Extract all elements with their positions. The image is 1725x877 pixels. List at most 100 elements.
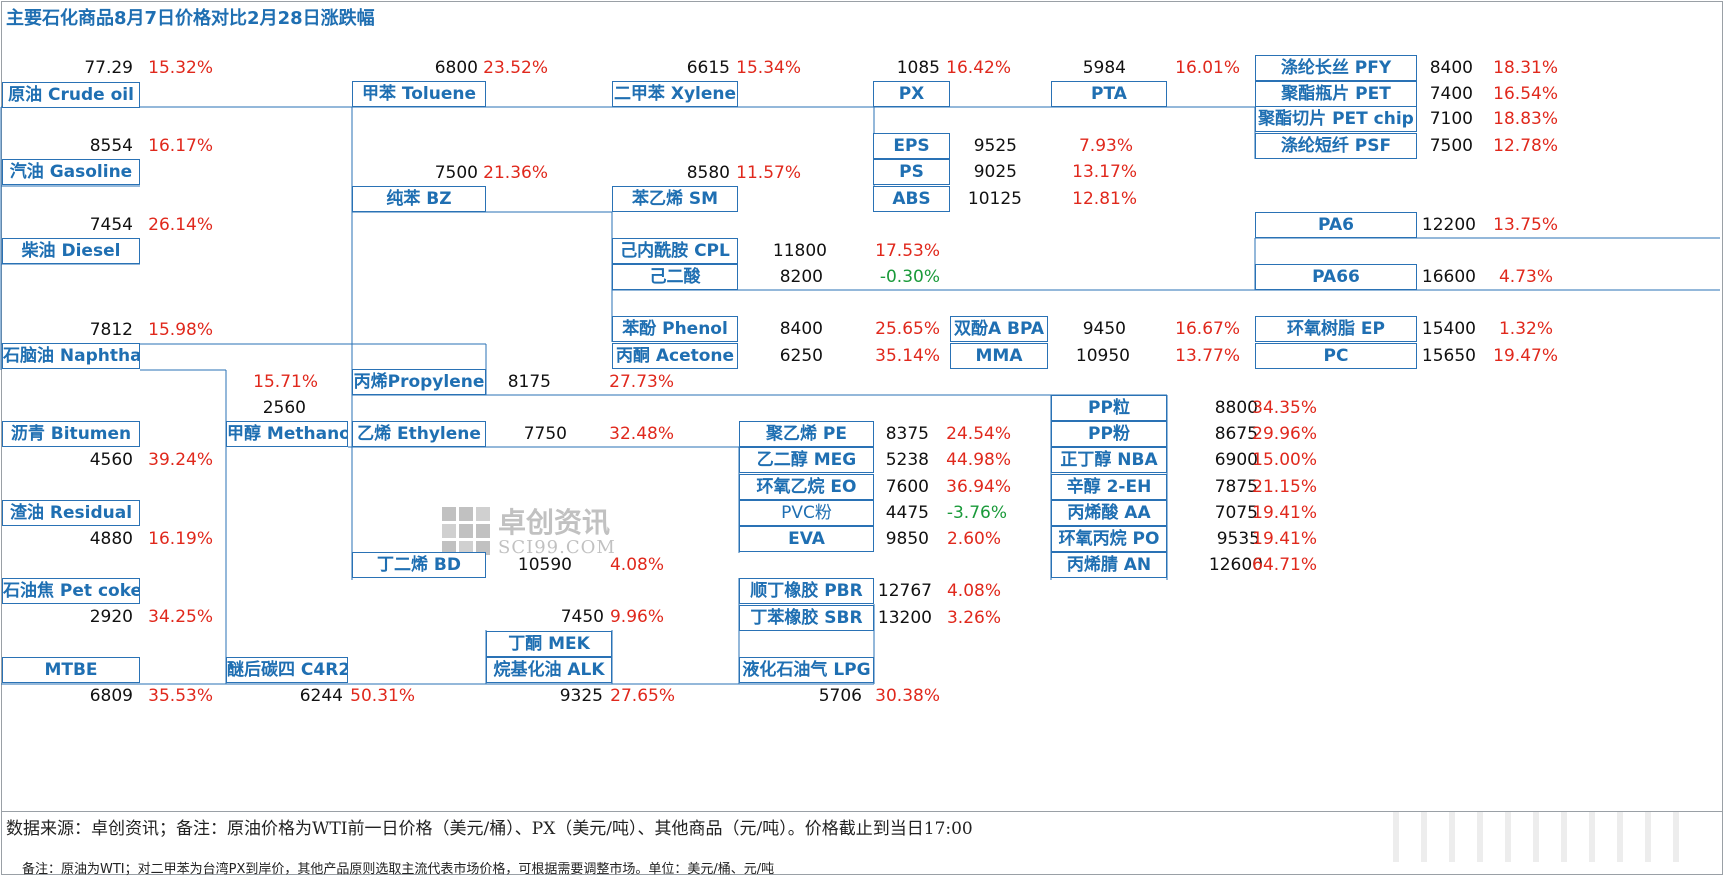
node-pppow: PP粉 bbox=[1051, 421, 1167, 447]
node-propylene: 丙烯Propylene bbox=[352, 369, 486, 395]
watermark-subtext: SCI99.COM bbox=[498, 537, 616, 558]
node-eh-change: 21.15% bbox=[1252, 477, 1317, 497]
footer-divider bbox=[1, 811, 1723, 812]
node-ethylene-price: 7750 bbox=[523, 424, 567, 444]
node-residual-price: 4880 bbox=[89, 529, 133, 549]
node-an-change: 64.71% bbox=[1252, 555, 1317, 575]
node-an-price: 12600 bbox=[1208, 555, 1263, 575]
node-mtbe: MTBE bbox=[2, 657, 140, 683]
node-abs-change: 12.81% bbox=[1072, 189, 1137, 209]
node-bpa-change: 16.67% bbox=[1175, 319, 1240, 339]
watermark-text: 卓创资讯 bbox=[498, 506, 611, 539]
node-nba-change: 15.00% bbox=[1252, 450, 1317, 470]
node-c4r2-change: 50.31% bbox=[350, 686, 415, 706]
node-diesel-change: 26.14% bbox=[148, 215, 213, 235]
node-nba: 正丁醇 NBA bbox=[1051, 447, 1167, 473]
node-crude-price: 77.29 bbox=[84, 58, 133, 78]
node-petcoke-change: 34.25% bbox=[148, 607, 213, 627]
node-pfy: 涤纶长丝 PFY bbox=[1255, 55, 1417, 81]
node-po-price: 9535 bbox=[1216, 529, 1260, 549]
node-ps-price: 9025 bbox=[973, 162, 1017, 182]
node-gasoline: 汽油 Gasoline bbox=[2, 159, 140, 185]
node-adipic: 己二酸 bbox=[612, 264, 738, 290]
node-pbr: 顺丁橡胶 PBR bbox=[739, 578, 874, 604]
node-abs-price: 10125 bbox=[967, 189, 1022, 209]
node-eh-price: 7875 bbox=[1214, 477, 1258, 497]
source-note: 数据来源：卓创资讯；备注：原油价格为WTI前一日价格（美元/桶）、PX（美元/吨… bbox=[6, 819, 973, 839]
node-alk-change: 27.65% bbox=[610, 686, 675, 706]
node-pfy-price: 8400 bbox=[1429, 58, 1473, 78]
node-eh: 辛醇 2-EH bbox=[1051, 474, 1167, 500]
node-aa-change: 19.41% bbox=[1252, 503, 1317, 523]
node-pa66: PA66 bbox=[1255, 264, 1417, 290]
node-propylene-change: 27.73% bbox=[609, 372, 674, 392]
node-sbr-price: 13200 bbox=[877, 608, 932, 628]
node-crude: 原油 Crude oil bbox=[2, 82, 140, 108]
node-ppgran: PP粒 bbox=[1051, 395, 1167, 421]
node-phenol-price: 8400 bbox=[779, 319, 823, 339]
node-lpg-price: 5706 bbox=[818, 686, 862, 706]
node-eo: 环氧乙烷 EO bbox=[739, 474, 874, 500]
node-bitumen: 沥青 Bitumen bbox=[2, 421, 140, 447]
node-mek: 丁酮 MEK bbox=[486, 631, 612, 657]
node-po: 环氧丙烷 PO bbox=[1051, 526, 1167, 552]
node-propylene-price: 8175 bbox=[507, 372, 551, 392]
node-acetone-change: 35.14% bbox=[875, 346, 940, 366]
node-pe-change: 24.54% bbox=[946, 424, 1011, 444]
node-meg-change: 44.98% bbox=[946, 450, 1011, 470]
node-cpl: 己内酰胺 CPL bbox=[612, 238, 738, 264]
node-mek-price: 7450 bbox=[560, 607, 604, 627]
node-eo-price: 7600 bbox=[885, 477, 929, 497]
node-eva-price: 9850 bbox=[885, 529, 929, 549]
node-pa66-change: 4.73% bbox=[1498, 267, 1553, 287]
node-acetone: 丙酮 Acetone bbox=[612, 343, 738, 369]
node-bz-price: 7500 bbox=[434, 163, 478, 183]
node-pfy-change: 18.31% bbox=[1493, 58, 1558, 78]
node-naphtha-change: 15.98% bbox=[148, 320, 213, 340]
node-petchip: 聚酯切片 PET chip bbox=[1255, 106, 1417, 132]
node-toluene-price: 6800 bbox=[434, 58, 478, 78]
node-xylene-price: 6615 bbox=[686, 58, 730, 78]
node-psf-change: 12.78% bbox=[1493, 136, 1558, 156]
node-pbr-price: 12767 bbox=[877, 581, 932, 601]
node-c4r2-price: 6244 bbox=[299, 686, 343, 706]
node-pvc: PVC粉 bbox=[739, 500, 874, 526]
node-lpg-change: 30.38% bbox=[875, 686, 940, 706]
node-pet-change: 16.54% bbox=[1493, 84, 1558, 104]
node-toluene: 甲苯 Toluene bbox=[352, 81, 486, 107]
chart-title: 主要石化商品8月7日价格对比2月28日涨跌幅 bbox=[6, 8, 375, 29]
node-nba-price: 6900 bbox=[1214, 450, 1258, 470]
node-cpl-change: 17.53% bbox=[875, 241, 940, 261]
node-bitumen-price: 4560 bbox=[89, 450, 133, 470]
node-ps-change: 13.17% bbox=[1072, 162, 1137, 182]
node-gasoline-price: 8554 bbox=[89, 136, 133, 156]
node-mtbe-change: 35.53% bbox=[148, 686, 213, 706]
node-sbr: 丁苯橡胶 SBR bbox=[739, 605, 874, 631]
node-petcoke: 石油焦 Pet coke bbox=[2, 578, 140, 604]
node-px: PX bbox=[873, 81, 950, 107]
node-xylene-change: 15.34% bbox=[736, 58, 801, 78]
node-methanol-change: 15.71% bbox=[253, 372, 318, 392]
node-methanol-price: 2560 bbox=[262, 398, 306, 418]
node-pa6: PA6 bbox=[1255, 212, 1417, 238]
node-px-price: 1085 bbox=[896, 58, 940, 78]
node-adipic-price: 8200 bbox=[779, 267, 823, 287]
node-eo-change: 36.94% bbox=[946, 477, 1011, 497]
node-cpl-price: 11800 bbox=[772, 241, 827, 261]
node-bz: 纯苯 BZ bbox=[352, 186, 486, 212]
node-methanol: 甲醇 Methanol bbox=[226, 421, 348, 447]
node-mma: MMA bbox=[950, 343, 1048, 369]
node-c4r2: 醚后碳四 C4R2 bbox=[226, 657, 348, 683]
node-residual-change: 16.19% bbox=[148, 529, 213, 549]
node-pe-price: 8375 bbox=[885, 424, 929, 444]
small-note: 备注：原油为WTI；对二甲苯为台湾PX到岸价，其他产品原则选取主流代表市场价格，… bbox=[22, 862, 775, 877]
node-mtbe-price: 6809 bbox=[89, 686, 133, 706]
node-meg-price: 5238 bbox=[885, 450, 929, 470]
node-ppgran-price: 8800 bbox=[1214, 398, 1258, 418]
node-bd-change: 4.08% bbox=[609, 555, 664, 575]
node-toluene-change: 23.52% bbox=[483, 58, 548, 78]
node-bd-price: 10590 bbox=[517, 555, 572, 575]
node-ep-change: 1.32% bbox=[1498, 319, 1553, 339]
node-aa-price: 7075 bbox=[1214, 503, 1258, 523]
